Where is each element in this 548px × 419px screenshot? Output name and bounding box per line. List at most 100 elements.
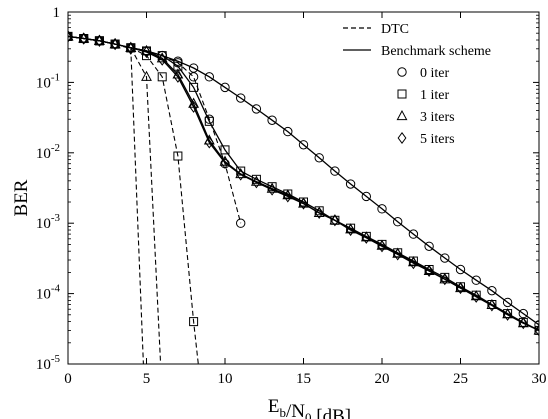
data-point-diamond [456, 281, 465, 295]
series-line [68, 35, 242, 224]
data-point-circle [330, 166, 340, 176]
y-tick-label: 10-3 [36, 212, 61, 232]
data-point-diamond [314, 206, 324, 219]
data-point-circle [236, 93, 246, 103]
series-line [68, 35, 539, 331]
legend-marker-circle [397, 67, 407, 77]
y-tick-label: 10-5 [36, 353, 61, 373]
data-point-circle [220, 82, 230, 93]
data-point-diamond [518, 317, 528, 330]
data-point-diamond [173, 70, 183, 83]
data-point-triangle [68, 30, 74, 41]
series-line [68, 35, 539, 331]
data-point-triangle [93, 34, 105, 45]
data-point-diamond [487, 299, 497, 312]
legend-marker-diamond [397, 131, 407, 145]
data-point-triangle [78, 32, 90, 43]
data-point-square [189, 317, 199, 327]
data-point-circle [455, 264, 466, 275]
data-point-diamond [346, 223, 356, 237]
series-line [68, 35, 199, 364]
series-line [68, 35, 144, 364]
legend-marker-square [397, 89, 407, 99]
data-point-circle [408, 229, 419, 239]
data-point-diamond [393, 248, 403, 261]
data-point-diamond [408, 257, 418, 270]
data-point-circle [471, 275, 481, 285]
data-point-circle [204, 72, 215, 82]
y-axis-title: BER [11, 179, 32, 216]
series-line [68, 35, 539, 331]
legend-label: 3 iters [420, 110, 455, 125]
legend: DTC Benchmark scheme 0 iter 1 iter 3 iters 5 … [343, 22, 491, 147]
series-line [68, 35, 539, 326]
data-point-circle [173, 58, 183, 68]
data-point-diamond [157, 53, 167, 66]
data-point-circle [314, 153, 324, 163]
legend-label: 0 iter [420, 66, 449, 81]
series-benchmark-diamond [68, 30, 539, 337]
data-point-circle [424, 241, 434, 251]
data-point-circle [188, 72, 199, 82]
data-point-circle [267, 115, 277, 125]
data-point-diamond [204, 136, 214, 149]
data-point-square [157, 72, 167, 82]
data-point-circle [220, 159, 230, 169]
x-tick-label: 5 [143, 371, 151, 387]
x-tick-label: 10 [218, 371, 233, 387]
data-point-diamond [267, 183, 277, 196]
data-point-circle [502, 297, 513, 308]
x-tick-label: 25 [453, 371, 468, 387]
series-line [68, 35, 162, 364]
x-tick-label: 20 [375, 371, 390, 387]
data-point-diamond [251, 176, 261, 189]
data-point-circle [283, 126, 293, 137]
data-point-diamond [424, 264, 434, 277]
legend-label: 5 iters [420, 132, 455, 147]
series-dtc-triangle [68, 30, 162, 364]
x-tick-label: 30 [532, 371, 547, 387]
data-point-diamond [110, 38, 120, 51]
data-point-diamond [440, 273, 450, 286]
data-point-square [142, 51, 151, 61]
data-point-diamond [283, 190, 293, 203]
y-tick-label: 1 [53, 5, 61, 21]
series-benchmark-triangle [68, 30, 539, 335]
plot-area [68, 30, 539, 364]
legend-label: DTC [381, 22, 409, 37]
data-point-diamond [361, 231, 371, 244]
data-point-triangle [109, 38, 121, 49]
data-point-circle [236, 218, 246, 228]
data-point-circle [157, 50, 167, 61]
axes: 0 5 10 15 20 25 30 10-5 10-4 10-3 10-2 10-1 1 [36, 5, 547, 387]
data-point-diamond [79, 32, 89, 45]
data-point-circle [393, 217, 403, 227]
x-tick-label: 15 [296, 371, 311, 387]
data-point-diamond [503, 308, 513, 321]
data-point-square [173, 151, 183, 161]
plot-frame [67, 11, 540, 365]
data-point-diamond [534, 324, 539, 337]
y-tick-label: 10-4 [36, 283, 61, 303]
legend-marker-triangle [396, 109, 408, 121]
data-point-circle [377, 204, 387, 214]
y-tick-label: 10-1 [36, 71, 60, 91]
series-dtc-circle [68, 31, 246, 228]
data-point-diamond [142, 45, 151, 59]
legend-label: Benchmark scheme [381, 44, 491, 59]
y-tick-label: 10-2 [36, 142, 60, 162]
data-point-diamond [330, 214, 340, 227]
series-benchmark-square [68, 31, 539, 335]
data-point-circle [298, 140, 309, 150]
series-dtc-diamond [68, 30, 144, 364]
data-point-circle [487, 285, 497, 296]
data-point-circle [440, 253, 450, 263]
data-point-diamond [471, 290, 481, 303]
data-point-circle [251, 104, 262, 114]
legend-label: 1 iter [420, 88, 449, 103]
data-point-diamond [299, 197, 308, 210]
data-point-triangle [141, 70, 152, 81]
data-point-circle [345, 179, 356, 189]
data-point-circle [361, 191, 371, 202]
